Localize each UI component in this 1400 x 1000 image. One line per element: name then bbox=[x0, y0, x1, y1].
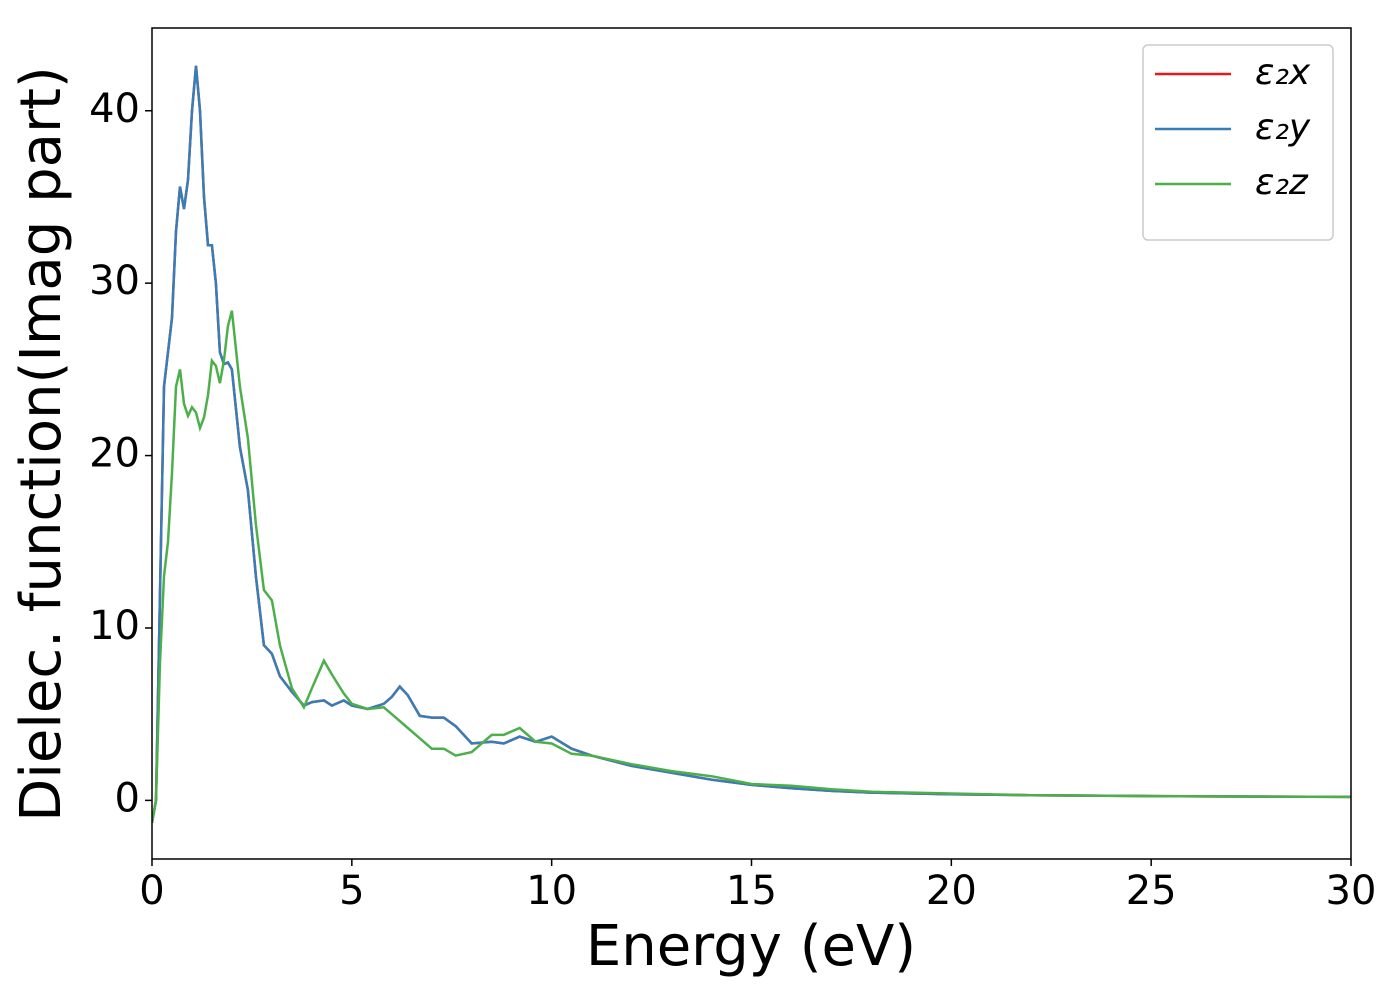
legend-label: ε₂z bbox=[1255, 162, 1309, 203]
plot-frame bbox=[151, 27, 1352, 860]
legend-label: ε₂x bbox=[1255, 52, 1311, 93]
y-tick-label: 0 bbox=[115, 775, 140, 821]
y-axis-label: Dielec. function(Imag part) bbox=[9, 66, 74, 822]
series-line bbox=[152, 65, 1351, 824]
y-tick-label: 10 bbox=[89, 603, 140, 649]
legend-box bbox=[1142, 44, 1334, 241]
y-tick-label: 40 bbox=[89, 86, 140, 132]
x-tick-label: 25 bbox=[1126, 868, 1177, 914]
y-tick-label: 20 bbox=[89, 431, 140, 477]
x-tick-label: 30 bbox=[1326, 868, 1377, 914]
x-tick-label: 10 bbox=[526, 868, 577, 914]
legend-label: ε₂y bbox=[1255, 107, 1311, 148]
x-tick-label: 20 bbox=[926, 868, 977, 914]
x-axis-label: Energy (eV) bbox=[586, 914, 916, 979]
series-line bbox=[152, 310, 1351, 824]
x-tick-label: 5 bbox=[339, 868, 364, 914]
x-tick-label: 15 bbox=[726, 868, 777, 914]
y-tick-label: 30 bbox=[89, 258, 140, 304]
x-tick-label: 0 bbox=[139, 868, 164, 914]
